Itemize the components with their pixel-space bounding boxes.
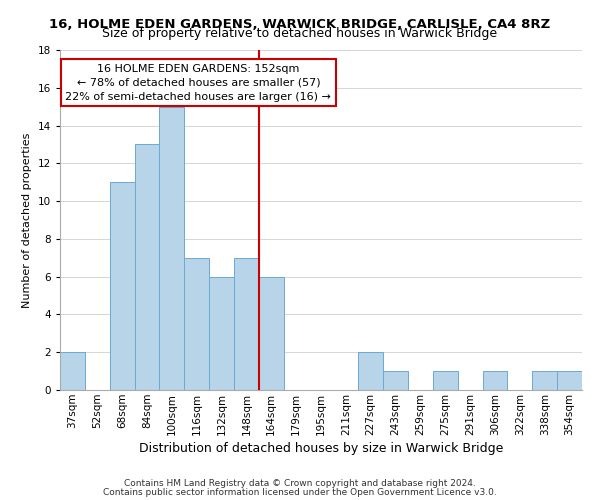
Text: Size of property relative to detached houses in Warwick Bridge: Size of property relative to detached ho…: [103, 28, 497, 40]
Y-axis label: Number of detached properties: Number of detached properties: [22, 132, 32, 308]
Bar: [209, 276, 234, 390]
Bar: [60, 352, 85, 390]
Text: Contains HM Land Registry data © Crown copyright and database right 2024.: Contains HM Land Registry data © Crown c…: [124, 479, 476, 488]
Bar: [532, 371, 557, 390]
Bar: [259, 276, 284, 390]
Text: Contains public sector information licensed under the Open Government Licence v3: Contains public sector information licen…: [103, 488, 497, 497]
Bar: [160, 106, 184, 390]
Bar: [433, 371, 458, 390]
X-axis label: Distribution of detached houses by size in Warwick Bridge: Distribution of detached houses by size …: [139, 442, 503, 455]
Text: 16, HOLME EDEN GARDENS, WARWICK BRIDGE, CARLISLE, CA4 8RZ: 16, HOLME EDEN GARDENS, WARWICK BRIDGE, …: [49, 18, 551, 30]
Bar: [110, 182, 134, 390]
Bar: [383, 371, 408, 390]
Bar: [358, 352, 383, 390]
Bar: [134, 144, 160, 390]
Text: 16 HOLME EDEN GARDENS: 152sqm
← 78% of detached houses are smaller (57)
22% of s: 16 HOLME EDEN GARDENS: 152sqm ← 78% of d…: [65, 64, 331, 102]
Bar: [557, 371, 582, 390]
Bar: [234, 258, 259, 390]
Bar: [482, 371, 508, 390]
Bar: [184, 258, 209, 390]
